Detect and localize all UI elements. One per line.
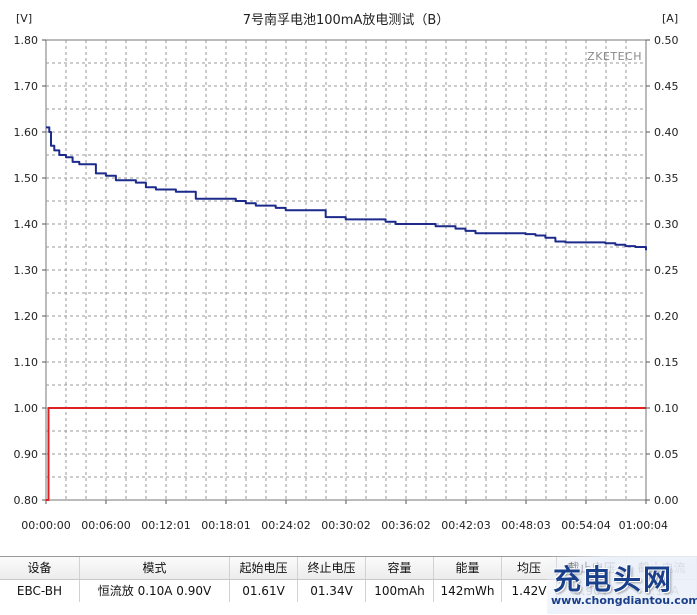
x-axis-tick-label: 00:30:02 bbox=[321, 519, 370, 532]
left-axis-tick-label: 1.10 bbox=[14, 356, 39, 369]
table-header-cell: 起始电压 bbox=[230, 557, 298, 579]
x-axis-tick-label: 00:06:00 bbox=[81, 519, 130, 532]
table-header-cell: 模式 bbox=[80, 557, 230, 579]
x-axis-tick-label: 00:00:00 bbox=[21, 519, 70, 532]
right-axis-tick-label: 0.35 bbox=[654, 172, 679, 185]
x-axis-tick-label: 00:42:03 bbox=[441, 519, 490, 532]
left-axis-tick-label: 1.50 bbox=[14, 172, 39, 185]
discharge-chart: 7号南孚电池100mA放电测试（B） [V] [A] ZKETECH 0.80 0.90 1… bbox=[14, 12, 679, 532]
table-header-cell: 能量 bbox=[434, 557, 502, 579]
right-axis-tick-label: 0.15 bbox=[654, 356, 679, 369]
right-axis-tick-label: 0.25 bbox=[654, 264, 679, 277]
left-axis-tick-label: 0.90 bbox=[14, 448, 39, 461]
right-axis-tick-label: 0.00 bbox=[654, 494, 679, 507]
left-axis-tick-label: 1.40 bbox=[14, 218, 39, 231]
table-header-cell: 终止电压 bbox=[298, 557, 366, 579]
table-cell: 恒流放 0.10A 0.90V bbox=[80, 580, 230, 602]
x-axis-tick-label: 00:24:02 bbox=[261, 519, 310, 532]
table-cell: EBC-BH bbox=[0, 580, 80, 602]
table-cell: 100mAh bbox=[366, 580, 434, 602]
table-cell: 01.61V bbox=[230, 580, 298, 602]
right-axis-tick-label: 0.30 bbox=[654, 218, 679, 231]
left-axis-tick-label: 1.00 bbox=[14, 402, 39, 415]
x-axis-tick-label: 01:00:04 bbox=[619, 519, 668, 532]
left-axis-tick-label: 1.20 bbox=[14, 310, 39, 323]
x-axis-tick-label: 00:12:01 bbox=[141, 519, 190, 532]
chart-watermark: ZKETECH bbox=[587, 50, 642, 63]
watermark-logo-glyphs: 充电头网 bbox=[553, 563, 674, 596]
left-axis-tick-label: 1.70 bbox=[14, 80, 39, 93]
watermark-url: www.chongdiantou.com bbox=[551, 594, 697, 607]
chart-canvas: 7号南孚电池100mA放电测试（B） [V] [A] ZKETECH 0.80 0.90 1… bbox=[14, 12, 679, 532]
right-axis-tick-label: 0.10 bbox=[654, 402, 679, 415]
current-series-line bbox=[46, 407, 646, 501]
x-axis-tick-label: 00:18:01 bbox=[201, 519, 250, 532]
x-axis-tick-label: 00:48:03 bbox=[501, 519, 550, 532]
voltage-series-line bbox=[46, 126, 647, 251]
table-header-cell: 容量 bbox=[366, 557, 434, 579]
right-axis-unit: [A] bbox=[662, 12, 678, 25]
left-axis-tick-label: 1.80 bbox=[14, 34, 39, 47]
x-axis-tick-label: 00:54:04 bbox=[561, 519, 610, 532]
table-cell: 142mWh bbox=[434, 580, 502, 602]
right-axis-tick-label: 0.45 bbox=[654, 80, 679, 93]
right-axis-tick-label: 0.50 bbox=[654, 34, 679, 47]
left-axis-unit: [V] bbox=[16, 12, 32, 25]
right-axis-tick-label: 0.05 bbox=[654, 448, 679, 461]
right-axis-tick-label: 0.40 bbox=[654, 126, 679, 139]
x-axis-tick-label: 00:36:02 bbox=[381, 519, 430, 532]
left-axis-tick-label: 1.30 bbox=[14, 264, 39, 277]
site-watermark-logo: 充电头网 www.chongdiantou.com bbox=[547, 556, 697, 614]
left-axis-tick-label: 1.60 bbox=[14, 126, 39, 139]
right-axis-tick-label: 0.20 bbox=[654, 310, 679, 323]
left-axis-tick-label: 0.80 bbox=[14, 494, 39, 507]
table-cell: 01.34V bbox=[298, 580, 366, 602]
chart-title: 7号南孚电池100mA放电测试（B） bbox=[243, 12, 450, 28]
table-header-cell: 设备 bbox=[0, 557, 80, 579]
